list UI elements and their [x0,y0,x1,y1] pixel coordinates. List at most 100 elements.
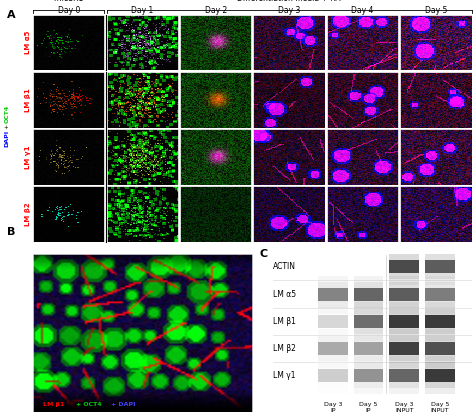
Bar [354,356,383,363]
Bar [425,354,455,361]
Bar [354,276,383,282]
Bar [425,282,455,289]
Bar [318,302,347,309]
Bar [389,279,419,286]
Bar [425,368,455,382]
Bar [389,315,419,328]
Bar [425,276,455,282]
Bar [389,253,419,260]
Bar [354,362,383,369]
Bar [389,302,419,309]
Text: Day 5
INPUT: Day 5 INPUT [430,402,449,413]
Text: Differentiation media + RA: Differentiation media + RA [237,0,341,3]
Text: B: B [7,227,16,237]
Text: mTeSR1: mTeSR1 [54,0,84,3]
Text: LM β1: LM β1 [273,317,296,326]
Bar [425,307,455,314]
Title: Day 4: Day 4 [351,5,374,15]
Text: OCT4: OCT4 [5,105,9,123]
Text: +: + [5,123,9,129]
Bar [425,381,455,388]
Text: LM β1: LM β1 [43,402,64,407]
Bar [425,328,455,334]
Bar [389,356,419,363]
Bar [354,315,383,328]
Text: + OCT4: + OCT4 [76,402,101,407]
Bar [318,276,347,282]
Bar [318,315,347,328]
Bar [389,260,419,273]
Bar [318,328,347,334]
Bar [389,329,419,336]
Bar [425,342,455,355]
Bar [425,253,455,260]
Text: + DAPI: + DAPI [111,402,136,407]
Bar [318,381,347,388]
Bar [425,336,455,342]
Bar [318,356,347,363]
Bar [389,388,419,394]
Bar [425,362,455,369]
Text: Day 3
IP: Day 3 IP [324,402,342,413]
Bar [389,342,419,355]
Y-axis label: LM β2: LM β2 [25,202,31,226]
Bar [389,328,419,334]
Bar [389,309,419,315]
Title: Day 3: Day 3 [278,5,301,15]
Bar [318,288,347,302]
Bar [354,354,383,361]
Bar [354,388,383,394]
Text: LM α5: LM α5 [273,290,296,299]
Title: Day 2: Day 2 [205,5,227,15]
Bar [389,282,419,289]
Title: Day 1: Day 1 [131,5,154,15]
Bar [389,381,419,388]
Text: DAPI: DAPI [5,130,9,147]
Bar [425,301,455,307]
Bar [354,282,383,289]
Bar [389,301,419,307]
Text: Day 5
IP: Day 5 IP [359,402,378,413]
Y-axis label: LM γ1: LM γ1 [25,145,31,169]
Bar [425,334,455,341]
Bar [425,361,455,368]
Text: A: A [7,10,16,21]
Text: C: C [259,249,267,260]
Bar [354,329,383,336]
Bar [354,309,383,315]
Bar [354,328,383,334]
Bar [318,336,347,342]
Bar [425,388,455,394]
Bar [354,368,383,382]
Bar [318,329,347,336]
Bar [318,307,347,314]
Bar [354,336,383,342]
Bar [425,273,455,279]
Bar [354,334,383,341]
Text: Day 3
INPUT: Day 3 INPUT [395,402,413,413]
Bar [389,336,419,342]
Bar [425,247,455,254]
Bar [318,309,347,315]
Text: ACTIN: ACTIN [273,262,296,271]
Y-axis label: LM β1: LM β1 [25,88,31,112]
Bar [318,301,347,307]
Bar [389,276,419,282]
Bar [354,302,383,309]
Bar [389,247,419,254]
Bar [389,307,419,314]
Bar [354,301,383,307]
Bar [389,361,419,368]
Bar [425,356,455,363]
Bar [425,260,455,273]
Bar [389,273,419,279]
Title: Day 0: Day 0 [58,5,80,15]
Bar [354,288,383,302]
Bar [354,361,383,368]
Bar [354,342,383,355]
Bar [389,334,419,341]
Bar [425,288,455,302]
Text: LM β2: LM β2 [273,344,296,353]
Bar [425,302,455,309]
Bar [425,279,455,286]
